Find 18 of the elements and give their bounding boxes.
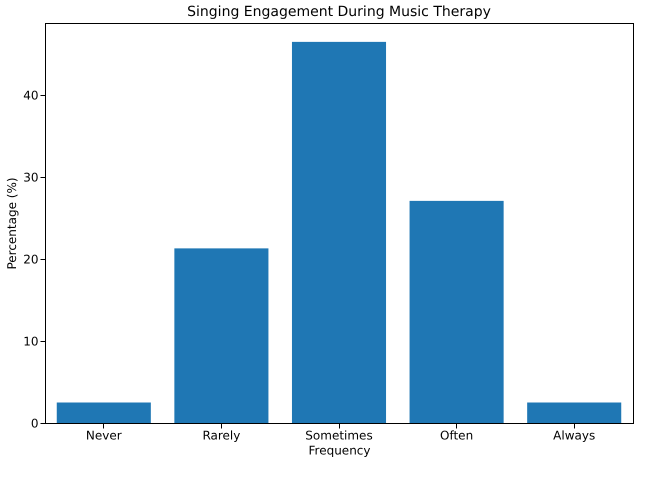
y-tick-label: 10 (23, 334, 38, 349)
bar (56, 402, 151, 423)
y-tick-label: 30 (23, 170, 38, 185)
bar (527, 402, 622, 423)
x-tick-label: Rarely (202, 428, 240, 442)
x-tick-label: Always (553, 428, 596, 442)
bar (410, 200, 504, 423)
y-tick-label: 20 (23, 252, 38, 267)
bar (292, 42, 386, 423)
chart-title: Singing Engagement During Music Therapy (187, 4, 491, 20)
y-axis-title: Percentage (%) (5, 177, 20, 270)
x-tick-label: Never (86, 428, 122, 442)
y-tick-label: 0 (30, 416, 38, 430)
y-tick-label: 40 (23, 88, 38, 103)
x-tick-label: Sometimes (305, 428, 373, 442)
bar (174, 248, 268, 423)
x-tick-label: Often (440, 428, 474, 442)
x-axis-title: Frequency (308, 444, 370, 458)
